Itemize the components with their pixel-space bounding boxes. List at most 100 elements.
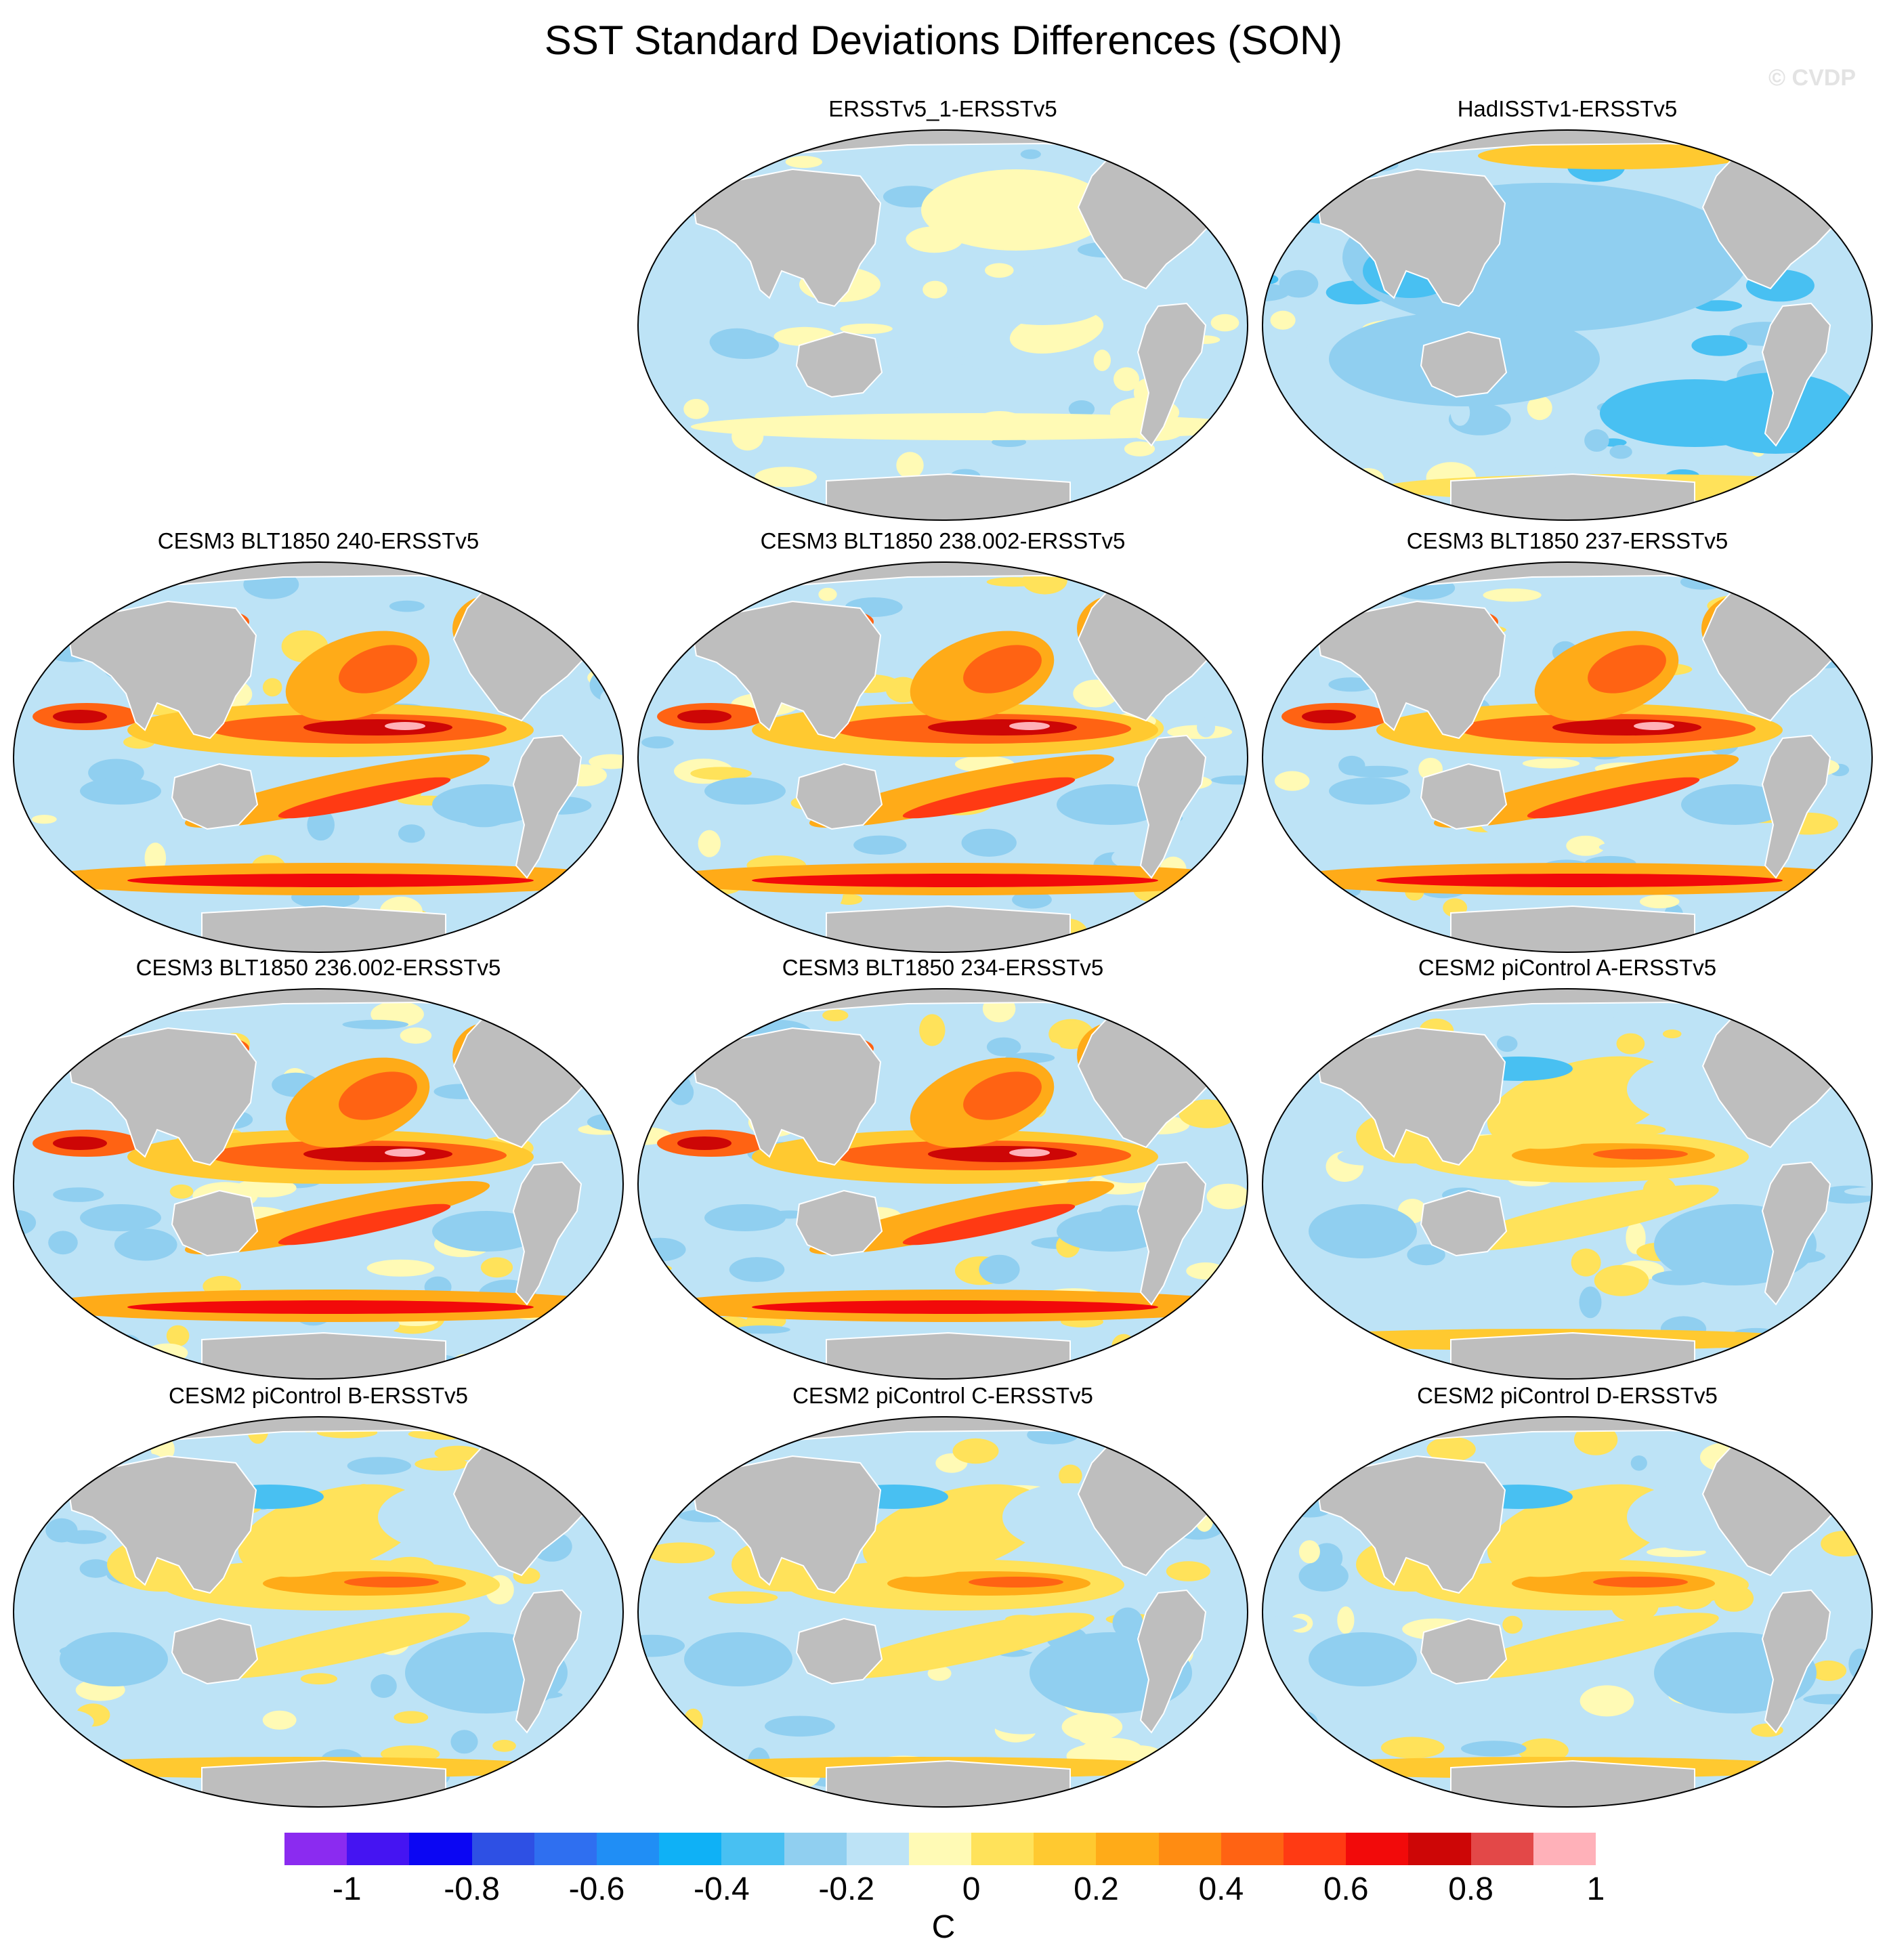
anomaly-patch [452,1354,477,1375]
anomaly-patch [1566,835,1605,856]
anomaly-patch [1854,484,1872,497]
anomaly-patch [110,1789,127,1802]
anomaly-patch [1739,1776,1786,1807]
panel-title: CESM2 piControl D-ERSSTv5 [1417,1383,1718,1408]
land-mass [65,600,257,740]
anomaly-patch [1127,1005,1160,1031]
anomaly-patch [587,1250,622,1269]
panel-title: HadISSTv1-ERSSTv5 [1457,96,1678,121]
anomaly-patch [638,859,674,889]
anomaly-patch [779,1604,835,1625]
anomaly-band [1057,784,1165,825]
anomaly-patch [1211,412,1236,445]
anomaly-patch [1848,1648,1871,1680]
anomaly-band [704,1204,786,1231]
panel-title: CESM2 piControl A-ERSSTv5 [1418,955,1717,980]
anomaly-patch [985,263,1014,278]
anomaly-patch [1626,1221,1646,1254]
anomaly-band [80,1204,161,1231]
anomaly-patch [1497,1679,1563,1707]
anomaly-patch [563,1035,618,1054]
anomaly-band [339,1071,417,1120]
figure-title: SST Standard Deviations Differences (SON… [544,18,1343,63]
anomaly-patch [1804,591,1835,612]
colorbar-tick-label: -0.4 [693,1871,750,1907]
cvdp-watermark: © CVDP [1768,65,1856,91]
anomaly-patch [96,562,156,572]
colorbar-swatch [1034,1833,1097,1865]
anomaly-patch [14,1752,49,1764]
land-mass [1761,1589,1831,1734]
anomaly-patch [14,901,64,917]
map-border [1262,988,1873,1380]
anomaly-band [80,777,161,805]
anomaly-patch [952,1438,999,1464]
anomaly-patch [1806,1788,1871,1806]
land-mass [171,763,259,830]
land-mass [1314,1455,1506,1594]
anomaly-patch [828,1701,893,1727]
anomaly-band [432,784,540,825]
anomaly-patch [690,767,752,780]
anomaly-patch [1124,441,1155,456]
anomaly-patch [795,404,856,417]
anomaly-band [278,777,451,819]
map-panel: CESM3 BLT1850 240-ERSSTv5 [12,527,624,974]
panel-title: CESM3 BLT1850 237-ERSSTv5 [1406,528,1729,553]
anomaly-patch [1304,342,1332,364]
anomaly-patch [1101,562,1164,581]
anomaly-patch [986,1037,1021,1057]
anomaly-patch [1829,1015,1864,1047]
anomaly-patch [1273,1738,1342,1768]
map-border [637,561,1248,953]
anomaly-patch [114,1229,177,1261]
anomaly-patch [1518,1738,1569,1763]
anomaly-patch [646,1542,715,1564]
anomaly-band [1681,784,1789,825]
anomaly-patch [1209,1439,1238,1458]
anomaly-patch [1483,588,1542,602]
anomaly-patch [683,399,709,419]
anomaly-patch [840,323,893,335]
colorbar-swatch [1284,1833,1347,1865]
land-mass [512,734,582,879]
land-mass [1420,1189,1508,1257]
anomaly-patch [30,592,89,611]
anomaly-band [344,1577,439,1588]
anomaly-patch [1292,130,1348,154]
anomaly-patch [370,1674,397,1698]
colorbar [284,1833,1596,1865]
anomaly-patch [1212,857,1243,887]
anomaly-patch [262,678,282,697]
land-mass [1761,302,1831,447]
anomaly-patch [1093,349,1111,371]
anomaly-patch [1187,873,1210,897]
land-mass [826,905,1071,952]
anomaly-patch [1640,895,1680,909]
anomaly-patch [1210,314,1239,332]
colorbar-swatch [409,1833,473,1865]
land-mass [65,1455,257,1594]
colorbar-swatch [1533,1833,1596,1865]
anomaly-patch [1044,1042,1061,1054]
anomaly-band [303,1146,452,1162]
anomaly-patch [1212,427,1233,446]
land-mass [690,1455,882,1594]
colorbar-swatch [1096,1833,1160,1865]
anomaly-patch [1496,1036,1518,1052]
anomaly-band [205,1613,470,1679]
anomaly-band [1593,1149,1688,1159]
anomaly-patch [300,1673,337,1685]
anomaly-band [1009,722,1050,730]
anomaly-band [53,710,107,723]
sst-map [637,129,1248,521]
anomaly-patch [1701,1125,1739,1139]
anomaly-patch [1859,829,1872,840]
anomaly-band [1634,722,1674,730]
anomaly-patch [347,1457,411,1475]
map-panel: CESM2 piControl B-ERSSTv5 [12,1382,624,1829]
anomaly-patch [1836,1745,1872,1765]
anomaly-patch [366,1259,435,1277]
panel-title: CESM2 piControl C-ERSSTv5 [792,1383,1093,1408]
anomaly-patch [1504,170,1565,185]
